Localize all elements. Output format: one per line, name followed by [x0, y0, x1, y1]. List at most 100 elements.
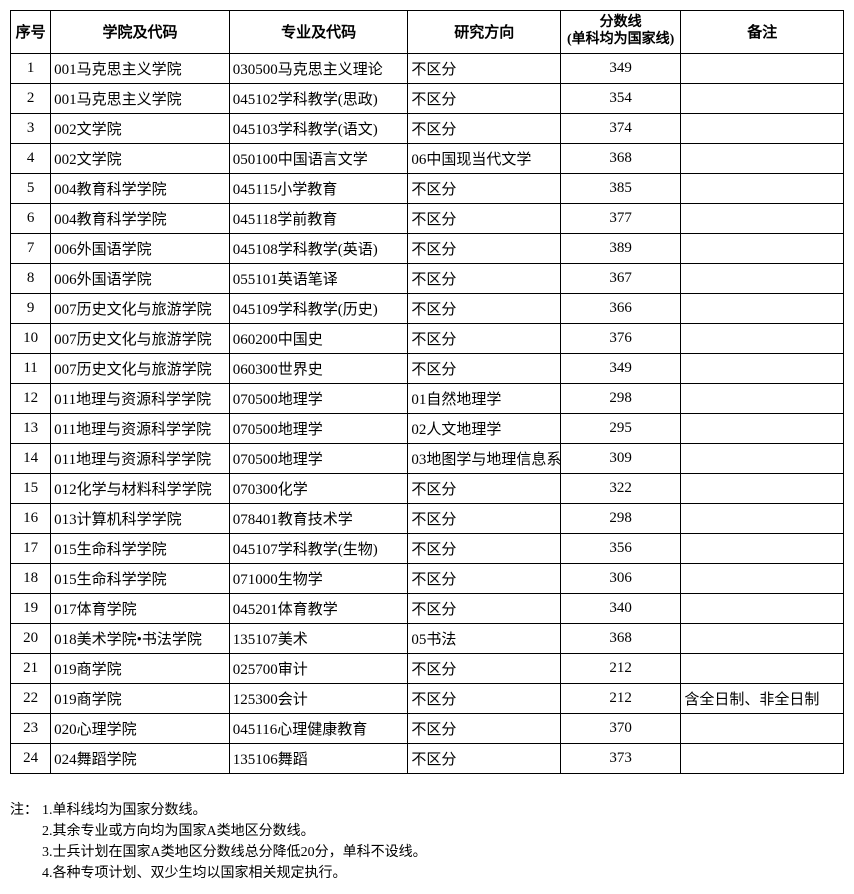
cell-seq: 14: [11, 443, 51, 473]
table-row: 2001马克思主义学院045102学科教学(思政)不区分354: [11, 83, 844, 113]
cell-seq: 22: [11, 683, 51, 713]
table-row: 9007历史文化与旅游学院045109学科教学(历史)不区分366: [11, 293, 844, 323]
cell-direction: 不区分: [408, 233, 561, 263]
cell-major: 060200中国史: [229, 323, 408, 353]
cell-college: 015生命科学学院: [51, 563, 230, 593]
cell-direction: 05书法: [408, 623, 561, 653]
cell-remark: [681, 113, 844, 143]
cell-direction: 不区分: [408, 323, 561, 353]
header-score-line1: 分数线: [564, 15, 677, 32]
cell-major: 030500马克思主义理论: [229, 53, 408, 83]
cell-direction: 03地图学与地理信息系: [408, 443, 561, 473]
cell-major: 055101英语笔译: [229, 263, 408, 293]
cell-direction: 不区分: [408, 263, 561, 293]
cell-remark: [681, 173, 844, 203]
cell-score: 354: [560, 83, 680, 113]
cell-college: 004教育科学学院: [51, 203, 230, 233]
cell-college: 011地理与资源科学学院: [51, 413, 230, 443]
cell-remark: [681, 563, 844, 593]
cell-college: 011地理与资源科学学院: [51, 383, 230, 413]
cell-direction: 不区分: [408, 503, 561, 533]
cell-score: 349: [560, 53, 680, 83]
cell-seq: 15: [11, 473, 51, 503]
cell-remark: [681, 383, 844, 413]
table-row: 1001马克思主义学院030500马克思主义理论不区分349: [11, 53, 844, 83]
cell-college: 019商学院: [51, 683, 230, 713]
cell-college: 001马克思主义学院: [51, 83, 230, 113]
cell-seq: 13: [11, 413, 51, 443]
cell-seq: 5: [11, 173, 51, 203]
cell-college: 011地理与资源科学学院: [51, 443, 230, 473]
table-row: 14011地理与资源科学学院070500地理学03地图学与地理信息系309: [11, 443, 844, 473]
score-table: 序号 学院及代码 专业及代码 研究方向 分数线 (单科均为国家线) 备注 100…: [10, 10, 844, 774]
cell-major: 045107学科教学(生物): [229, 533, 408, 563]
cell-seq: 18: [11, 563, 51, 593]
cell-direction: 不区分: [408, 473, 561, 503]
notes-item: 4.各种专项计划、双少生均以国家相关规定执行。: [42, 863, 427, 884]
cell-major: 045108学科教学(英语): [229, 233, 408, 263]
cell-score: 374: [560, 113, 680, 143]
cell-remark: [681, 203, 844, 233]
cell-college: 001马克思主义学院: [51, 53, 230, 83]
cell-score: 370: [560, 713, 680, 743]
table-row: 8006外国语学院055101英语笔译不区分367: [11, 263, 844, 293]
cell-college: 002文学院: [51, 113, 230, 143]
table-row: 7006外国语学院045108学科教学(英语)不区分389: [11, 233, 844, 263]
cell-college: 004教育科学学院: [51, 173, 230, 203]
cell-major: 078401教育技术学: [229, 503, 408, 533]
table-row: 17015生命科学学院045107学科教学(生物)不区分356: [11, 533, 844, 563]
cell-score: 212: [560, 683, 680, 713]
cell-score: 368: [560, 623, 680, 653]
cell-direction: 不区分: [408, 653, 561, 683]
cell-score: 376: [560, 323, 680, 353]
cell-major: 045103学科教学(语文): [229, 113, 408, 143]
cell-direction: 不区分: [408, 53, 561, 83]
cell-remark: [681, 323, 844, 353]
cell-major: 045116心理健康教育: [229, 713, 408, 743]
table-row: 18015生命科学学院071000生物学不区分306: [11, 563, 844, 593]
cell-major: 071000生物学: [229, 563, 408, 593]
header-college: 学院及代码: [51, 11, 230, 54]
cell-score: 212: [560, 653, 680, 683]
cell-major: 070500地理学: [229, 443, 408, 473]
cell-direction: 不区分: [408, 203, 561, 233]
table-row: 22019商学院125300会计不区分212含全日制、非全日制: [11, 683, 844, 713]
cell-remark: [681, 503, 844, 533]
cell-college: 020心理学院: [51, 713, 230, 743]
cell-score: 340: [560, 593, 680, 623]
table-row: 13011地理与资源科学学院070500地理学02人文地理学295: [11, 413, 844, 443]
cell-remark: [681, 83, 844, 113]
cell-college: 007历史文化与旅游学院: [51, 323, 230, 353]
cell-seq: 3: [11, 113, 51, 143]
cell-remark: [681, 233, 844, 263]
table-body: 1001马克思主义学院030500马克思主义理论不区分3492001马克思主义学…: [11, 53, 844, 773]
cell-college: 007历史文化与旅游学院: [51, 293, 230, 323]
cell-seq: 7: [11, 233, 51, 263]
cell-direction: 不区分: [408, 563, 561, 593]
cell-score: 309: [560, 443, 680, 473]
cell-direction: 不区分: [408, 173, 561, 203]
cell-seq: 12: [11, 383, 51, 413]
cell-college: 006外国语学院: [51, 263, 230, 293]
cell-major: 045118学前教育: [229, 203, 408, 233]
cell-seq: 2: [11, 83, 51, 113]
notes-list: 1.单科线均为国家分数线。2.其余专业或方向均为国家A类地区分数线。3.士兵计划…: [42, 800, 427, 884]
cell-major: 135106舞蹈: [229, 743, 408, 773]
cell-direction: 不区分: [408, 593, 561, 623]
cell-remark: [681, 623, 844, 653]
table-row: 11007历史文化与旅游学院060300世界史不区分349: [11, 353, 844, 383]
table-row: 4002文学院050100中国语言文学06中国现当代文学368: [11, 143, 844, 173]
cell-direction: 不区分: [408, 293, 561, 323]
cell-college: 017体育学院: [51, 593, 230, 623]
cell-direction: 01自然地理学: [408, 383, 561, 413]
cell-major: 050100中国语言文学: [229, 143, 408, 173]
cell-direction: 不区分: [408, 683, 561, 713]
cell-college: 013计算机科学学院: [51, 503, 230, 533]
cell-direction: 不区分: [408, 533, 561, 563]
header-remark: 备注: [681, 11, 844, 54]
cell-seq: 9: [11, 293, 51, 323]
cell-remark: [681, 593, 844, 623]
cell-seq: 11: [11, 353, 51, 383]
cell-score: 298: [560, 383, 680, 413]
notes-prefix: 注：: [10, 800, 42, 821]
